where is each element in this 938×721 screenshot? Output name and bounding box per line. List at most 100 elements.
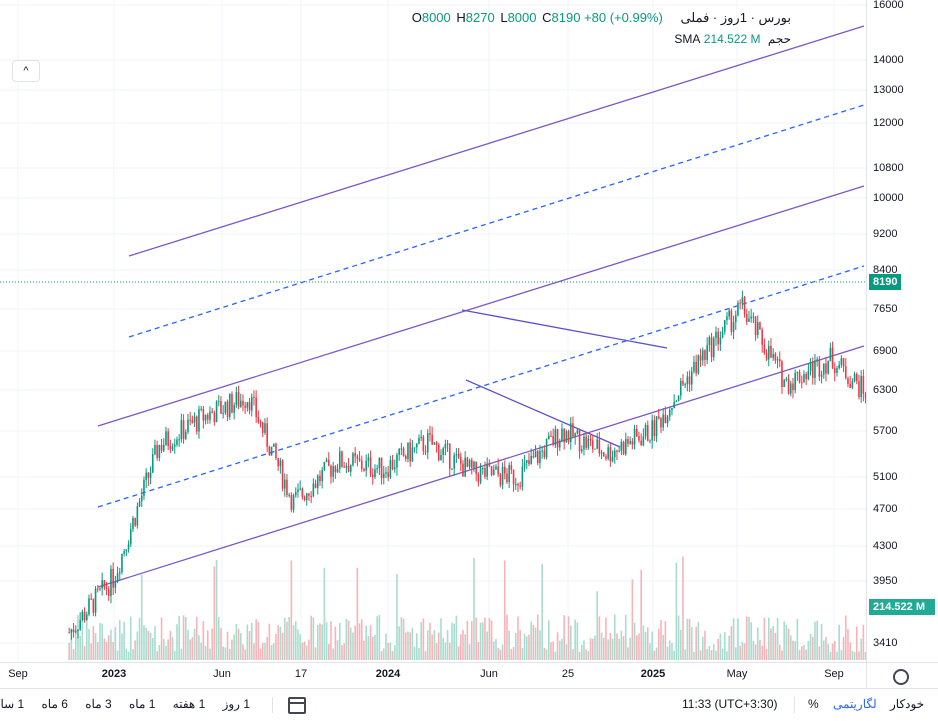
- candle-body: [312, 483, 315, 497]
- candle-body: [693, 361, 695, 372]
- candle-body: [470, 459, 473, 468]
- chart-settings[interactable]: [866, 662, 938, 689]
- sma-label: SMA: [674, 32, 701, 46]
- candle-body: [123, 550, 125, 554]
- volume-bar: [611, 638, 614, 660]
- range-6m[interactable]: 6 ماه: [41, 697, 68, 711]
- candle-body: [255, 397, 257, 418]
- range-3m[interactable]: 3 ماه: [85, 697, 112, 711]
- candle-body: [849, 383, 851, 388]
- candle-body: [862, 375, 865, 394]
- volume-bar: [341, 645, 343, 660]
- candle-body: [459, 457, 462, 464]
- volume-bar: [389, 642, 392, 660]
- candle-body: [226, 401, 229, 417]
- candle-body: [418, 437, 420, 444]
- candle-body: [398, 448, 400, 455]
- candle-body: [822, 363, 825, 375]
- candle-body: [391, 460, 394, 470]
- gear-icon[interactable]: [893, 669, 909, 685]
- candle-body: [387, 472, 389, 478]
- volume-bar: [847, 629, 849, 660]
- auto-scale-toggle[interactable]: خودکار: [890, 697, 925, 711]
- range-1y[interactable]: 1 سال: [0, 697, 25, 711]
- candle-body: [332, 466, 334, 477]
- volume-bar: [567, 616, 570, 660]
- price-chart[interactable]: [0, 0, 866, 662]
- candle-body: [688, 376, 691, 385]
- price-tick-label: 5700: [873, 425, 898, 437]
- log-scale-toggle[interactable]: لگاریتمی: [833, 697, 877, 711]
- volume-bar: [506, 614, 508, 660]
- candle-body: [831, 347, 834, 369]
- volume-bar: [211, 628, 213, 660]
- candle-body: [710, 337, 713, 358]
- candle-body: [422, 436, 425, 452]
- candle-body: [767, 345, 770, 360]
- collapse-legend-button[interactable]: ^: [12, 60, 40, 82]
- volume-bar: [92, 626, 95, 660]
- candle-body: [160, 444, 163, 451]
- candle-body: [173, 444, 176, 447]
- volume-bar: [415, 633, 418, 660]
- volume-bar: [574, 619, 576, 660]
- candle-body: [690, 371, 693, 385]
- bottom-toolbar: 1 روز 1 هفته 1 ماه 3 ماه 6 ماه 1 سال 11:…: [0, 688, 938, 721]
- volume-bar: [455, 615, 458, 660]
- candle-body: [631, 441, 634, 445]
- clock-timezone[interactable]: 11:33 (UTC+3:30): [682, 697, 778, 711]
- price-tick-label: 14000: [873, 54, 904, 66]
- volume-bar: [336, 640, 339, 660]
- volume-bar: [303, 641, 306, 660]
- volume-label[interactable]: حجم: [767, 32, 791, 46]
- candle-body: [301, 488, 304, 497]
- range-1w[interactable]: 1 هفته: [172, 697, 206, 711]
- candle-body: [116, 573, 119, 582]
- candle-body: [420, 436, 422, 438]
- candle-body: [402, 448, 405, 456]
- candle-body: [774, 354, 777, 361]
- volume-bar: [519, 630, 521, 660]
- volume-bar: [598, 616, 601, 660]
- candle-body: [156, 445, 158, 459]
- price-axis[interactable]: 8190 214.522 M 16000 14000 13000 12000 10800…: [866, 0, 938, 662]
- change-value: +80 (+0.99%): [584, 10, 663, 25]
- candle-body: [336, 468, 339, 473]
- volume-bar: [686, 618, 689, 660]
- candle-body: [682, 380, 684, 385]
- volume-bar: [741, 642, 744, 660]
- candle-body: [202, 408, 205, 421]
- candle-body: [426, 433, 429, 453]
- candle-body: [176, 439, 178, 445]
- symbol-title[interactable]: بورس · 1روز · فملی: [680, 10, 791, 25]
- candle-body: [772, 354, 774, 358]
- candle-body: [380, 457, 383, 478]
- volume-bar: [512, 647, 515, 660]
- candle-body: [187, 419, 189, 432]
- range-1d[interactable]: 1 روز: [222, 697, 250, 711]
- volume-bar: [655, 647, 658, 660]
- calendar-icon[interactable]: [288, 697, 306, 714]
- candle-body: [286, 479, 288, 495]
- percent-toggle[interactable]: %: [808, 697, 819, 711]
- chart-area[interactable]: بورس · 1روز · فملی O8000 H8270 L8000 C81…: [0, 0, 866, 662]
- volume-bar: [259, 648, 262, 660]
- volume-bar: [68, 642, 70, 660]
- candle-body: [114, 581, 117, 588]
- range-1m[interactable]: 1 ماه: [129, 697, 156, 711]
- volume-bar: [237, 628, 240, 660]
- candle-body: [541, 450, 543, 452]
- candle-body: [81, 611, 84, 621]
- volume-bar: [246, 624, 249, 660]
- range-selector: 1 روز 1 هفته 1 ماه 3 ماه 6 ماه 1 سال: [0, 697, 250, 711]
- volume-bar: [286, 621, 288, 660]
- volume-bar: [822, 640, 825, 660]
- open-value: 8000: [421, 10, 451, 25]
- candle-body: [198, 409, 200, 432]
- candle-body: [811, 362, 814, 378]
- volume-bar: [776, 618, 779, 660]
- volume-bar: [807, 640, 810, 660]
- candle-body: [752, 316, 755, 318]
- candle-body: [94, 588, 97, 613]
- time-axis[interactable]: Sep 2023 Jun 17 2024 Jun 25 2025 May Sep: [0, 662, 866, 689]
